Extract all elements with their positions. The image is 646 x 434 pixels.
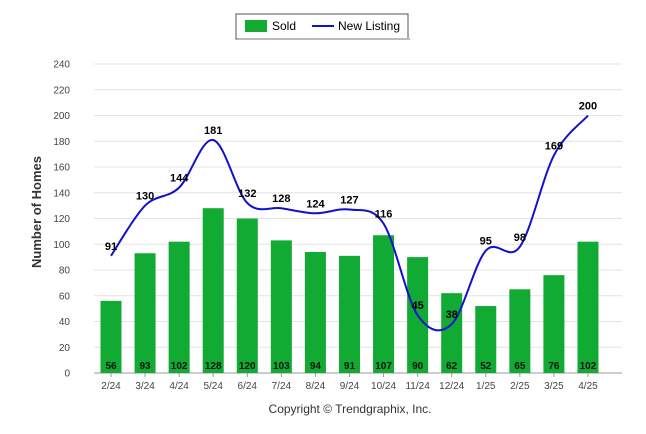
line-value-label: 181	[204, 125, 222, 137]
x-tick-label: 3/25	[544, 381, 564, 392]
bar-value-label: 93	[140, 361, 152, 372]
legend-new-listing-label: New Listing	[338, 19, 400, 33]
line-value-labels: 91 130 144 181 132 128 124 127 116 45 38 95 98 169 200	[105, 101, 597, 322]
x-tick-label: 3/24	[135, 381, 155, 392]
x-tick-label: 2/24	[101, 381, 121, 392]
copyright-footer: Copyright © Trendgraphix, Inc.	[269, 402, 432, 416]
bar-value-label: 94	[310, 361, 322, 372]
y-tick-label: 80	[59, 266, 71, 277]
bar-series-sold	[100, 208, 599, 373]
y-tick-label: 60	[59, 291, 71, 302]
bar	[168, 241, 190, 373]
x-tick-label: 5/24	[203, 381, 223, 392]
x-axis-ticks: 2/24 3/24 4/24 5/24 6/24 7/24 8/24 9/24 10/24 11/…	[101, 373, 598, 392]
y-tick-label: 200	[53, 111, 70, 122]
line-value-label: 91	[105, 241, 117, 253]
line-value-label: 128	[272, 193, 290, 205]
x-tick-label: 2/25	[510, 381, 530, 392]
x-tick-label: 10/24	[371, 381, 396, 392]
bar-value-label: 90	[412, 361, 424, 372]
line-value-label: 45	[412, 300, 424, 312]
y-axis-label: Number of Homes	[29, 156, 44, 268]
bar-value-label: 128	[205, 361, 222, 372]
bar	[577, 241, 599, 373]
bar	[338, 255, 360, 373]
y-tick-label: 140	[53, 188, 70, 199]
y-tick-label: 240	[53, 60, 70, 71]
x-tick-label: 12/24	[439, 381, 464, 392]
line-series-new-listing	[110, 114, 589, 332]
x-tick-label: 9/24	[340, 381, 360, 392]
line-value-label: 169	[545, 140, 563, 152]
bar-value-label: 76	[548, 361, 560, 372]
line-value-label: 130	[136, 191, 154, 203]
bar	[543, 275, 565, 373]
x-tick-label: 4/25	[578, 381, 598, 392]
bar	[134, 253, 156, 373]
x-tick-label: 6/24	[238, 381, 258, 392]
bar	[475, 306, 497, 373]
y-tick-label: 120	[53, 214, 70, 225]
legend: Sold New Listing	[235, 13, 410, 40]
bar-value-label: 107	[375, 361, 392, 372]
bar	[441, 293, 463, 373]
line-value-label: 144	[170, 173, 189, 185]
bar-value-labels: 56 93 102 128 120 103 94 91 107 90 62 52 65 76 102	[105, 361, 596, 372]
line-value-label: 95	[480, 236, 492, 248]
x-tick-label: 11/24	[405, 381, 430, 392]
bar	[373, 235, 395, 373]
line-value-label: 124	[306, 198, 325, 210]
bar	[236, 218, 258, 373]
x-tick-label: 8/24	[306, 381, 326, 392]
y-tick-label: 40	[59, 317, 71, 328]
bar-value-label: 102	[580, 361, 597, 372]
legend-sold-label: Sold	[272, 19, 296, 33]
bar	[202, 208, 224, 373]
bar	[509, 289, 531, 373]
bar-value-label: 56	[105, 361, 117, 372]
bar	[304, 251, 326, 373]
y-tick-label: 180	[53, 137, 70, 148]
bar	[270, 240, 292, 373]
y-axis-ticks: 0 20 40 60 80 100 120 140 160 180 200 220 240	[53, 60, 70, 380]
bar-value-label: 52	[480, 361, 492, 372]
bar-value-label: 102	[171, 361, 188, 372]
y-tick-label: 0	[64, 369, 70, 380]
x-tick-label: 4/24	[169, 381, 189, 392]
y-tick-label: 20	[59, 343, 71, 354]
bar-value-label: 62	[446, 361, 458, 372]
bar-value-label: 120	[239, 361, 256, 372]
bar	[100, 300, 122, 373]
legend-sold-swatch	[245, 20, 267, 32]
legend-shadow	[238, 38, 410, 40]
line-value-label: 38	[446, 309, 458, 321]
bar-value-label: 91	[344, 361, 356, 372]
y-tick-label: 160	[53, 163, 70, 174]
line-value-label: 132	[238, 188, 256, 200]
x-tick-label: 1/25	[476, 381, 496, 392]
y-tick-label: 220	[53, 85, 70, 96]
x-tick-label: 7/24	[272, 381, 292, 392]
line-value-label: 127	[340, 194, 358, 206]
line-value-label: 98	[514, 232, 526, 244]
bar-value-label: 103	[273, 361, 290, 372]
line-value-label: 200	[579, 101, 597, 113]
y-tick-label: 100	[53, 240, 70, 251]
bar-value-label: 65	[514, 361, 526, 372]
line-value-label: 116	[375, 209, 393, 221]
